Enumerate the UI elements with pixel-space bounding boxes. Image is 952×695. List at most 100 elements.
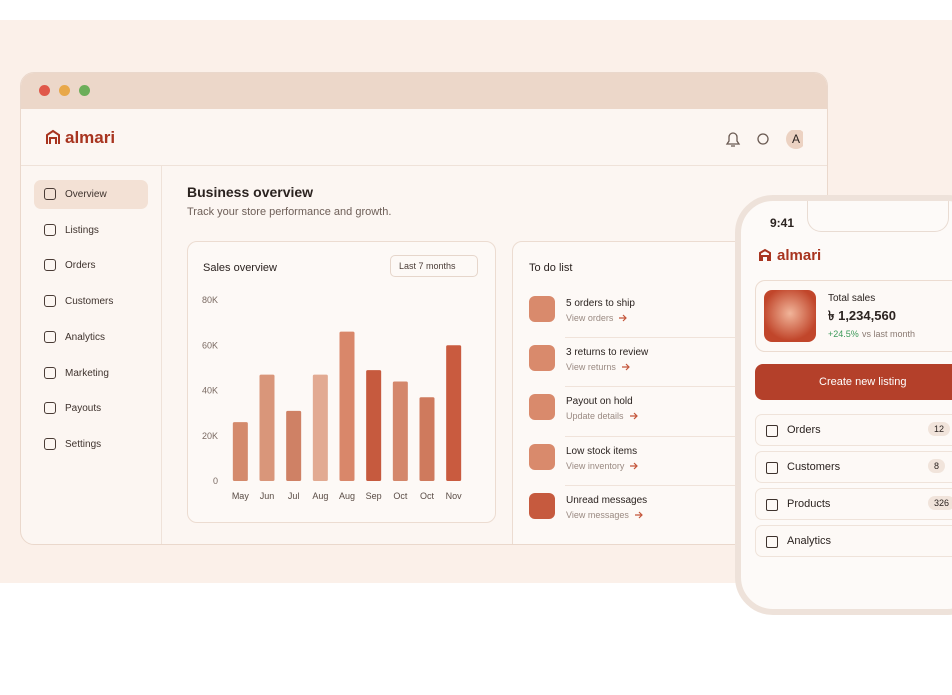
time: 9:41 xyxy=(770,216,795,230)
menu-label: Analytics xyxy=(787,535,832,547)
card-title: To do list xyxy=(529,262,573,274)
bell-icon[interactable] xyxy=(725,132,741,147)
menu-label: Products xyxy=(787,498,831,510)
arrow-icon xyxy=(622,363,630,371)
nav-item[interactable]: Customers xyxy=(65,296,114,308)
menu-row[interactable]: Orders 12 xyxy=(755,414,952,446)
filter-dropdown[interactable]: Last 7 months xyxy=(390,255,478,277)
nav-icon xyxy=(44,330,56,343)
button-label: Create new listing xyxy=(819,376,907,388)
nav-item[interactable]: Payouts xyxy=(65,403,102,415)
phone: 9:41 almari Total sales ৳ 1,234,560 +24.… xyxy=(735,195,952,615)
nav-icon xyxy=(44,366,56,379)
settings-icon[interactable] xyxy=(757,133,769,145)
notch xyxy=(807,201,949,232)
active-highlight xyxy=(34,180,148,209)
avatar-letter: A xyxy=(791,132,800,146)
max-dot[interactable] xyxy=(79,85,90,96)
sales-change: +24.5% xyxy=(828,329,859,339)
sales-note: vs last month xyxy=(862,329,916,339)
menu-count: 12 xyxy=(928,422,951,436)
arrow xyxy=(619,314,627,322)
x-tick-label: Jun xyxy=(260,491,275,501)
menu-label: Customers xyxy=(787,461,841,473)
arrow-icon xyxy=(619,314,627,322)
nav-item[interactable]: Marketing xyxy=(65,367,109,379)
nav-icon xyxy=(44,295,56,308)
todo-icon xyxy=(529,394,555,421)
y-tick-label: 60K xyxy=(202,340,218,350)
x-tick-label: May xyxy=(232,491,250,501)
todo-icon xyxy=(529,296,555,322)
arrow xyxy=(630,462,638,470)
nav-item[interactable]: Analytics xyxy=(65,331,106,343)
menu-label: Orders xyxy=(787,424,821,436)
divider xyxy=(565,337,827,339)
filter-label: Last 7 months xyxy=(399,261,456,271)
logo-icon xyxy=(46,129,60,144)
x-tick-label: Sep xyxy=(366,491,382,501)
logo: almari xyxy=(65,128,116,147)
nav-item[interactable]: Overview xyxy=(65,189,107,200)
todo-link[interactable]: View returns xyxy=(566,362,616,373)
sidebar: Overview Listings Orders Customers Analytics… xyxy=(21,173,161,473)
x-tick-label: Aug xyxy=(339,491,355,501)
min-dot[interactable] xyxy=(59,85,70,96)
y-tick-label: 20K xyxy=(202,431,218,441)
page-title: Business overview xyxy=(187,184,314,200)
close-dot[interactable] xyxy=(39,85,50,96)
card-title: Sales overview xyxy=(203,262,277,274)
menu-count: 326 xyxy=(928,496,952,510)
bar xyxy=(286,410,302,481)
todo-link[interactable]: View orders xyxy=(566,313,614,323)
header-icons xyxy=(725,130,803,149)
todo-link[interactable]: View messages xyxy=(566,509,629,520)
nav-icon xyxy=(44,402,56,415)
todo-link[interactable]: Update details xyxy=(566,411,624,422)
nav-item[interactable]: Listings xyxy=(65,224,99,236)
bar xyxy=(366,370,382,481)
x-tick-label: Oct xyxy=(420,491,435,501)
todo-icon xyxy=(529,345,555,372)
bar xyxy=(259,374,275,481)
bar xyxy=(339,331,355,481)
divider xyxy=(565,435,827,437)
arrow xyxy=(630,412,638,420)
avatar[interactable] xyxy=(786,130,803,149)
page-subtitle: Track your store performance and growth. xyxy=(187,206,392,218)
y-tick-label: 0 xyxy=(213,476,218,486)
x-tick-label: Aug xyxy=(312,491,328,501)
nav-item[interactable]: Orders xyxy=(65,260,96,272)
window-bar xyxy=(21,73,827,109)
y-tick-label: 40K xyxy=(202,386,218,396)
menu-icon xyxy=(766,425,778,437)
nav-icon xyxy=(44,188,56,200)
product-image xyxy=(764,290,816,342)
arrow xyxy=(635,511,643,519)
menu-row[interactable]: Analytics xyxy=(755,525,952,557)
bar xyxy=(312,374,328,481)
todo-icon xyxy=(529,492,555,519)
todo-icon xyxy=(529,443,555,470)
todo-title: Low stock items xyxy=(566,445,638,457)
create-listing-button[interactable]: Create new listing xyxy=(755,364,952,400)
y-tick-label: 80K xyxy=(202,295,218,305)
todo-title: 3 returns to review xyxy=(566,347,649,359)
divider xyxy=(21,165,827,166)
menu-icon xyxy=(766,536,778,548)
todo-link[interactable]: View inventory xyxy=(566,460,625,471)
arrow-icon xyxy=(635,511,643,519)
menu-row[interactable]: Customers 8 xyxy=(755,451,952,483)
x-tick-label: Nov xyxy=(446,491,463,501)
todo-title: Unread messages xyxy=(566,494,648,506)
todo-title: Payout on hold xyxy=(566,396,633,408)
sales-value: ৳ 1,234,560 xyxy=(828,308,896,323)
todo-title: 5 orders to ship xyxy=(566,298,635,309)
menu-row[interactable]: Products 326 xyxy=(755,488,952,520)
menu-icon xyxy=(766,499,778,511)
nav-item[interactable]: Settings xyxy=(65,438,102,450)
menu-count: 8 xyxy=(928,459,946,473)
x-tick-label: Oct xyxy=(393,491,408,501)
arrow-icon xyxy=(630,462,638,470)
